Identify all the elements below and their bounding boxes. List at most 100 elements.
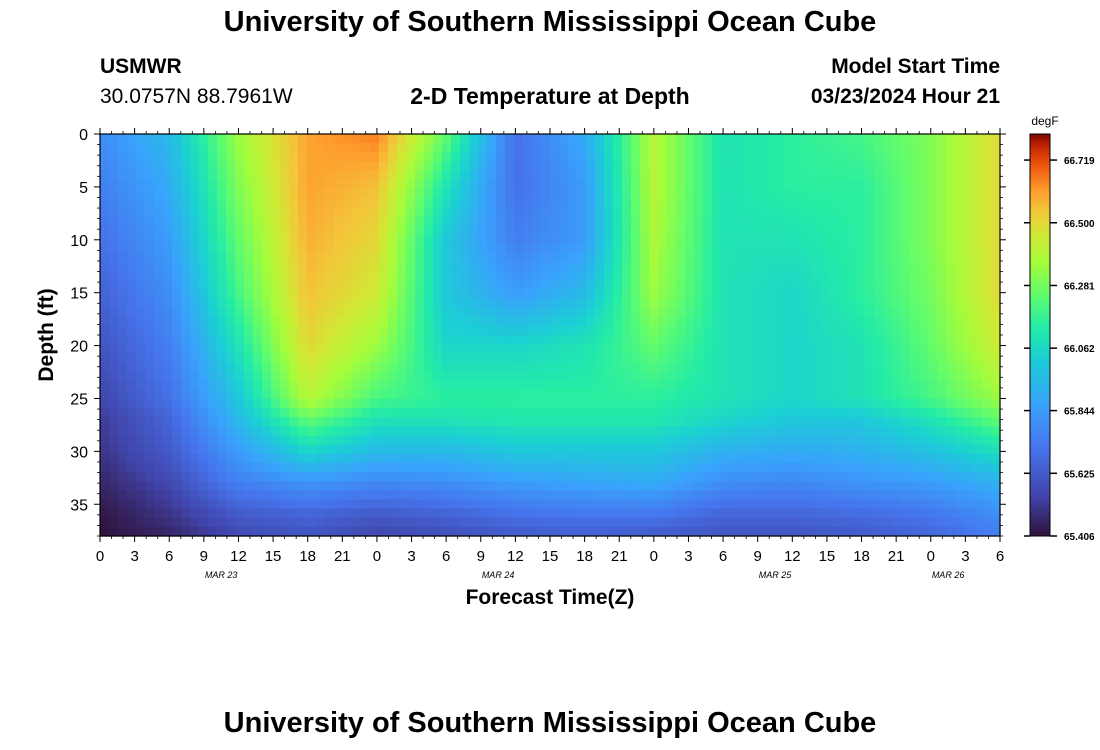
heat-cell (118, 453, 128, 464)
heat-cell (955, 472, 965, 482)
heat-cell (532, 316, 542, 327)
heat-cell (847, 216, 857, 226)
heat-cell (154, 444, 164, 455)
heat-cell (865, 216, 875, 226)
heat-cell (217, 362, 227, 373)
heat-cell (460, 225, 470, 236)
heat-cell (496, 417, 506, 427)
heat-cell (766, 271, 776, 281)
heat-cell (604, 271, 614, 281)
heat-cell (721, 462, 731, 473)
heat-cell (361, 453, 371, 464)
heat-cell (685, 179, 695, 190)
heat-cell (442, 161, 452, 172)
heat-cell (172, 435, 182, 446)
heat-cell (964, 508, 974, 519)
heat-cell (505, 435, 515, 446)
heat-cell (397, 325, 407, 336)
heat-cell (100, 335, 110, 345)
heat-cell (784, 371, 794, 382)
heat-cell (550, 188, 560, 199)
heat-cell (433, 170, 443, 181)
heat-cell (190, 197, 200, 208)
heat-cell (856, 143, 866, 153)
heat-cell (199, 316, 209, 327)
heat-cell (289, 252, 299, 263)
heat-cell (586, 490, 596, 501)
heat-cell (307, 353, 317, 364)
heat-cell (847, 435, 857, 446)
heat-cell (415, 280, 425, 290)
heat-cell (361, 197, 371, 208)
heat-cell (946, 161, 956, 172)
heat-cell (910, 188, 920, 199)
heat-cell (415, 453, 425, 464)
heat-cell (640, 307, 650, 318)
heat-cell (919, 517, 929, 528)
heat-cell (577, 398, 587, 409)
heat-cell (874, 389, 884, 400)
heat-cell (541, 143, 551, 153)
heat-cell (703, 179, 713, 190)
heat-cell (973, 490, 983, 501)
heat-cell (199, 161, 209, 172)
heat-cell (766, 490, 776, 501)
heat-cell (982, 344, 992, 354)
heat-cell (280, 234, 290, 245)
heat-cell (568, 417, 578, 427)
heat-cell (298, 261, 308, 272)
heat-cell (622, 289, 632, 300)
heat-cell (451, 335, 461, 345)
heat-cell (532, 307, 542, 318)
heat-cell (883, 152, 893, 163)
heat-cell (721, 444, 731, 455)
heat-cell (928, 152, 938, 163)
heat-cell (199, 298, 209, 309)
heat-cell (316, 417, 326, 427)
heat-cell (244, 280, 254, 290)
heat-cell (397, 353, 407, 364)
heat-cell (433, 499, 443, 510)
heat-cell (946, 216, 956, 226)
heat-cell (550, 289, 560, 300)
heat-cell (478, 252, 488, 263)
heat-cell (451, 426, 461, 437)
heat-cell (406, 143, 416, 153)
heat-cell (892, 462, 902, 473)
heat-cell (397, 152, 407, 163)
heat-cell (658, 188, 668, 199)
heat-cell (604, 398, 614, 409)
heat-cell (325, 143, 335, 153)
heat-cell (334, 280, 344, 290)
heat-cell (577, 499, 587, 510)
heat-cell (586, 243, 596, 254)
heat-cell (433, 298, 443, 309)
heat-cell (271, 298, 281, 309)
heat-cell (343, 225, 353, 236)
heat-cell (109, 481, 119, 491)
heat-cell (262, 134, 272, 144)
heat-cell (613, 234, 623, 245)
heat-cell (352, 426, 362, 437)
heat-cell (937, 197, 947, 208)
heat-cell (883, 417, 893, 427)
heat-cell (766, 380, 776, 391)
heat-cell (154, 225, 164, 236)
heat-cell (820, 188, 830, 199)
heat-cell (811, 398, 821, 409)
heat-cell (694, 134, 704, 144)
heat-cell (703, 435, 713, 446)
heat-cell (946, 398, 956, 409)
heat-cell (208, 426, 218, 437)
heat-cell (874, 243, 884, 254)
heat-cell (532, 280, 542, 290)
heat-cell (532, 472, 542, 482)
heat-cell (784, 298, 794, 309)
heat-cell (658, 526, 668, 537)
heat-cell (406, 380, 416, 391)
heat-cell (658, 481, 668, 491)
heat-cell (496, 444, 506, 455)
heat-cell (955, 444, 965, 455)
heat-cell (199, 325, 209, 336)
heat-cell (208, 188, 218, 199)
